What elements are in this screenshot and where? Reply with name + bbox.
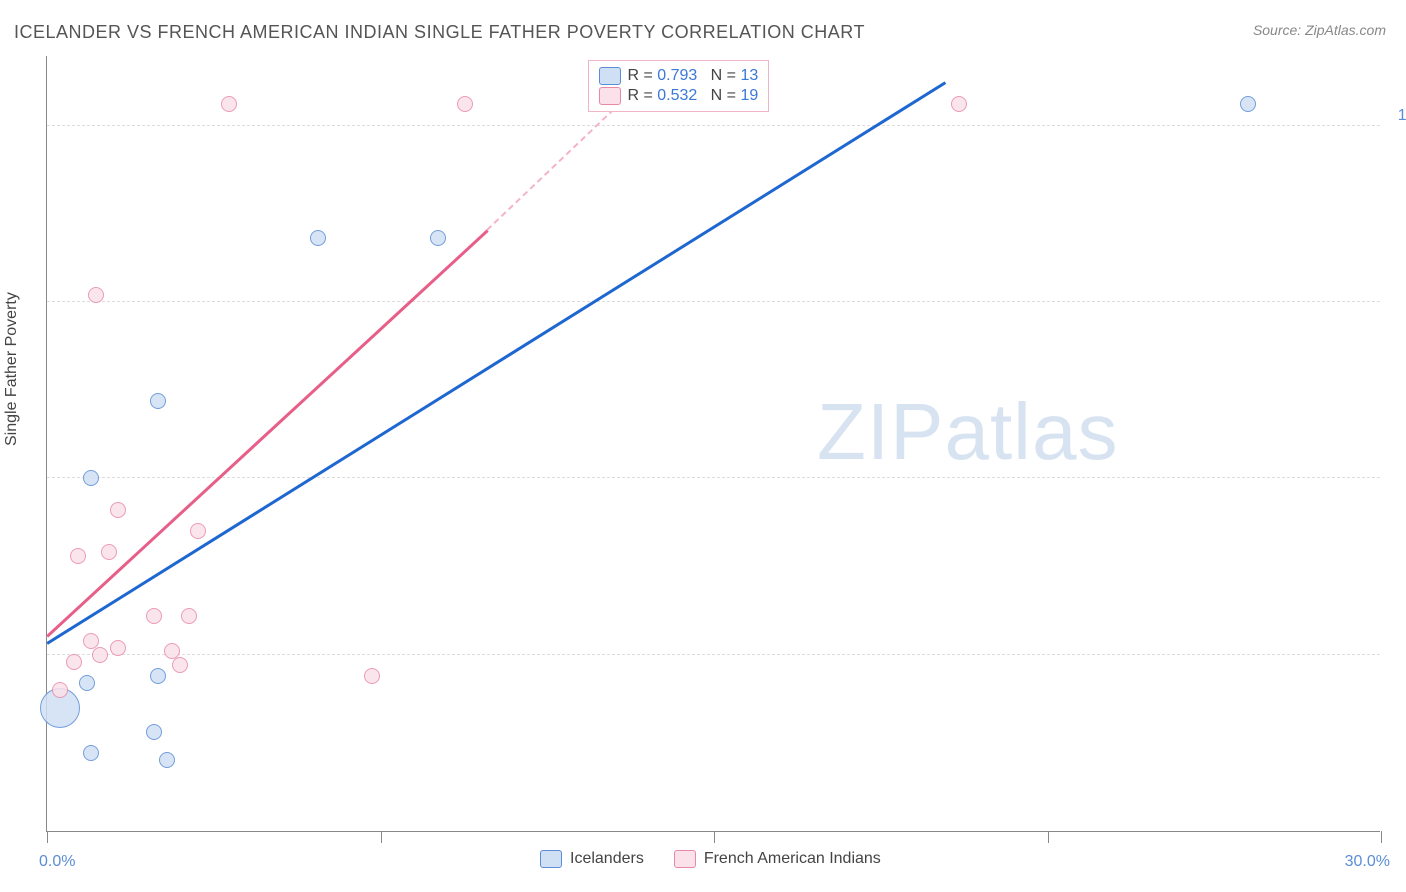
data-point xyxy=(83,745,99,761)
data-point xyxy=(88,287,104,303)
x-tick xyxy=(47,831,48,843)
data-point xyxy=(150,393,166,409)
legend-item: Icelanders xyxy=(540,850,644,868)
data-point xyxy=(190,523,206,539)
y-tick-label: 50.0% xyxy=(1388,459,1406,477)
legend-item: French American Indians xyxy=(674,850,881,868)
data-point xyxy=(172,657,188,673)
data-point xyxy=(66,654,82,670)
legend-bottom: Icelanders French American Indians xyxy=(540,850,881,868)
y-tick-label: 100.0% xyxy=(1388,107,1406,125)
legend-series-label: Icelanders xyxy=(570,850,644,867)
data-point xyxy=(110,502,126,518)
x-tick xyxy=(714,831,715,843)
data-point xyxy=(310,230,326,246)
data-point xyxy=(79,675,95,691)
x-tick-label-right: 30.0% xyxy=(1345,853,1390,871)
data-point xyxy=(221,96,237,112)
data-point xyxy=(430,230,446,246)
data-point xyxy=(83,470,99,486)
legend-swatch xyxy=(599,67,621,85)
legend-swatch xyxy=(674,850,696,868)
data-point xyxy=(150,668,166,684)
watermark: ZIPatlas xyxy=(817,386,1118,478)
data-point xyxy=(364,668,380,684)
chart-source: Source: ZipAtlas.com xyxy=(1253,22,1386,38)
x-tick xyxy=(381,831,382,843)
x-tick-label-left: 0.0% xyxy=(39,853,75,871)
gridline-h xyxy=(47,654,1380,655)
x-tick xyxy=(1381,831,1382,843)
data-point xyxy=(457,96,473,112)
legend-stat-text: R = 0.793 N = 13 xyxy=(627,67,758,85)
data-point xyxy=(92,647,108,663)
chart-title: ICELANDER VS FRENCH AMERICAN INDIAN SING… xyxy=(14,22,865,43)
legend-swatch xyxy=(599,87,621,105)
y-tick-label: 75.0% xyxy=(1388,283,1406,301)
legend-stats: R = 0.793 N = 13 R = 0.532 N = 19 xyxy=(588,60,769,112)
data-point xyxy=(146,608,162,624)
gridline-h xyxy=(47,301,1380,302)
data-point xyxy=(146,724,162,740)
trendline xyxy=(46,81,946,644)
x-tick xyxy=(1048,831,1049,843)
data-point xyxy=(181,608,197,624)
data-point xyxy=(70,548,86,564)
gridline-h xyxy=(47,125,1380,126)
data-point xyxy=(1240,96,1256,112)
chart-container: ICELANDER VS FRENCH AMERICAN INDIAN SING… xyxy=(0,0,1406,892)
trendline xyxy=(46,229,488,636)
gridline-h xyxy=(47,477,1380,478)
y-axis-label: Single Father Poverty xyxy=(3,292,21,446)
y-tick-label: 25.0% xyxy=(1388,636,1406,654)
data-point xyxy=(159,752,175,768)
data-point xyxy=(101,544,117,560)
legend-swatch xyxy=(540,850,562,868)
data-point xyxy=(951,96,967,112)
plot-area: ZIPatlas 25.0%50.0%75.0%100.0%0.0%30.0% xyxy=(46,56,1380,832)
data-point xyxy=(83,633,99,649)
legend-stat-text: R = 0.532 N = 19 xyxy=(627,87,758,105)
legend-series-label: French American Indians xyxy=(704,850,881,867)
data-point xyxy=(110,640,126,656)
data-point xyxy=(52,682,68,698)
